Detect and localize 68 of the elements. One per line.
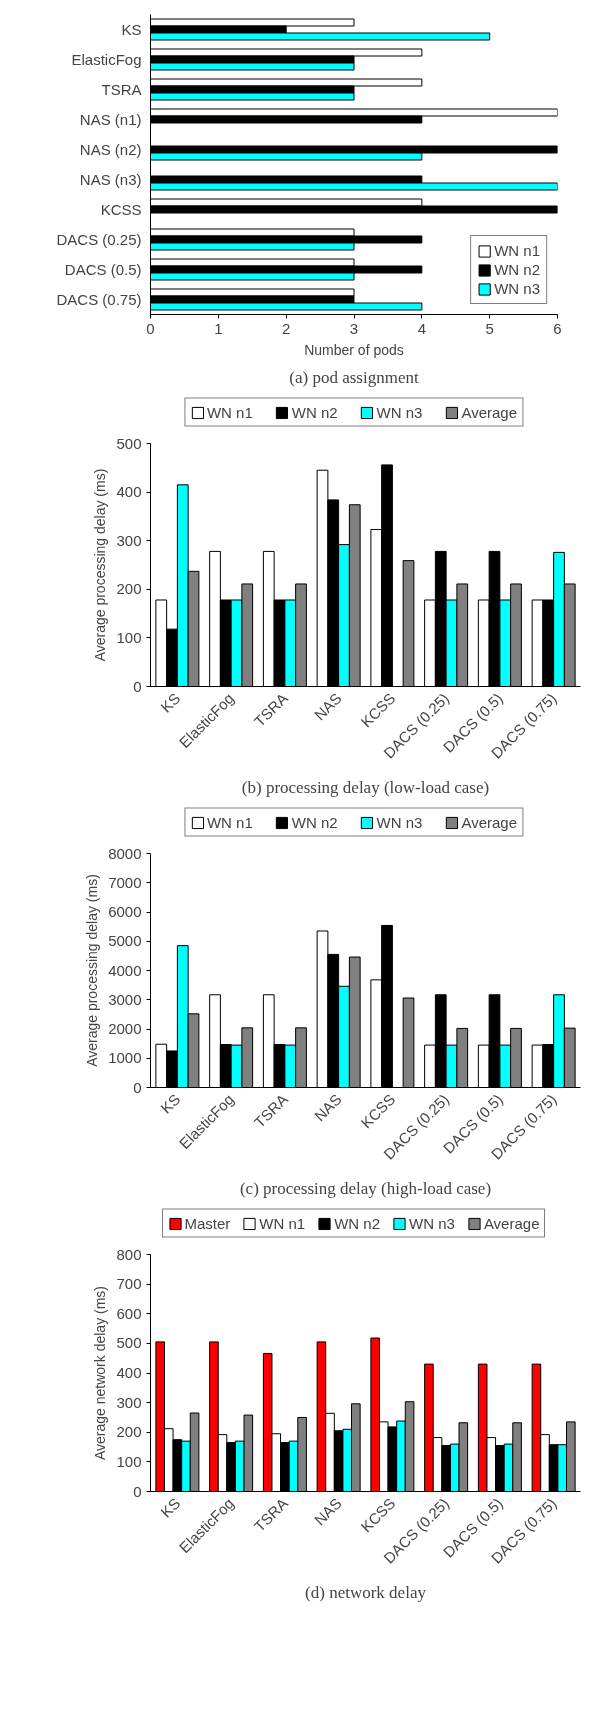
y-tick-label: 300 <box>116 1393 142 1411</box>
y-tick-label: KCSS <box>100 201 142 218</box>
x-tick-label: 2 <box>282 319 291 337</box>
legend-label: WN n3 <box>376 403 423 421</box>
legend-label: WN n1 <box>494 242 540 259</box>
y-tick-label: 400 <box>116 483 142 501</box>
y-tick-label: 500 <box>116 434 142 452</box>
y-tick-label: 400 <box>116 1364 142 1381</box>
x-axis-title: Number of pods <box>304 341 404 358</box>
legend-label: WN n3 <box>376 813 423 831</box>
y-tick-label: 6000 <box>108 903 142 920</box>
y-tick-label: 1000 <box>108 1049 142 1067</box>
y-tick-label: 100 <box>116 1452 142 1470</box>
text: (d) network delay <box>305 1582 427 1602</box>
legend-label: Average <box>461 403 518 421</box>
y-tick-label: 200 <box>116 1423 142 1441</box>
y-tick-label: 7000 <box>108 873 142 891</box>
y-tick-label: NAS (n1) <box>79 111 142 128</box>
text: (c) processing delay (high-load case) <box>239 1178 492 1198</box>
legend-label: WN n1 <box>259 1214 306 1232</box>
legend-label: WN n2 <box>291 813 338 831</box>
y-tick-label: 3000 <box>108 990 142 1008</box>
legend-label: WN n2 <box>494 261 540 278</box>
x-tick-label: 1 <box>214 319 223 337</box>
y-tick-label: 0 <box>133 1078 142 1096</box>
x-tick-label: 6 <box>553 319 562 337</box>
legend-label: WN n1 <box>206 403 253 421</box>
y-axis-title: Average network delay (ms) <box>92 1285 109 1461</box>
x-tick-label: 4 <box>417 319 427 337</box>
legend-label: Master <box>184 1214 231 1232</box>
legend-label: WN n2 <box>334 1214 381 1232</box>
y-tick-label: NAS (n3) <box>79 171 142 188</box>
x-tick-label: 0 <box>146 319 155 337</box>
y-tick-label: 2000 <box>108 1020 142 1037</box>
y-tick-label: DACS (0.5) <box>64 261 142 278</box>
y-tick-label: DACS (0.25) <box>56 231 142 248</box>
legend-label: WN n2 <box>291 403 338 421</box>
y-tick-label: 8000 <box>108 844 142 862</box>
y-tick-label: 800 <box>116 1245 142 1263</box>
x-tick-label: 5 <box>485 319 494 337</box>
y-tick-label: DACS (0.75) <box>56 291 142 308</box>
y-axis-title: Average processing delay (ms) <box>92 468 109 662</box>
y-tick-label: NAS (n2) <box>79 141 142 158</box>
y-tick-label: 0 <box>133 677 142 695</box>
y-tick-label: 600 <box>116 1304 142 1322</box>
legend-label: Average <box>483 1214 540 1232</box>
y-tick-label: 100 <box>116 628 142 646</box>
y-tick-label: 700 <box>116 1275 142 1293</box>
y-axis-title: Average processing delay (ms) <box>84 874 101 1067</box>
y-tick-label: ElasticFog <box>71 51 142 68</box>
y-tick-label: 4000 <box>108 961 142 979</box>
legend-label: WN n3 <box>494 280 540 297</box>
x-tick-label: KS <box>157 689 184 716</box>
legend-label: Average <box>461 813 518 831</box>
y-tick-label: KS <box>121 21 142 38</box>
y-tick-label: 300 <box>116 531 142 549</box>
legend-label: WN n1 <box>206 813 253 831</box>
y-tick-label: 200 <box>116 580 142 598</box>
y-tick-label: 5000 <box>108 932 142 950</box>
y-tick-label: 0 <box>133 1482 142 1500</box>
text: (a) pod assignment <box>289 367 419 387</box>
x-tick-label: 3 <box>349 319 359 337</box>
x-tick-label: KS <box>157 1494 184 1521</box>
y-tick-label: TSRA <box>101 81 142 98</box>
text: (b) processing delay (low-load case) <box>241 777 490 797</box>
x-tick-label: KS <box>157 1090 184 1117</box>
y-tick-label: 500 <box>116 1334 142 1352</box>
legend-label: WN n3 <box>409 1214 455 1232</box>
